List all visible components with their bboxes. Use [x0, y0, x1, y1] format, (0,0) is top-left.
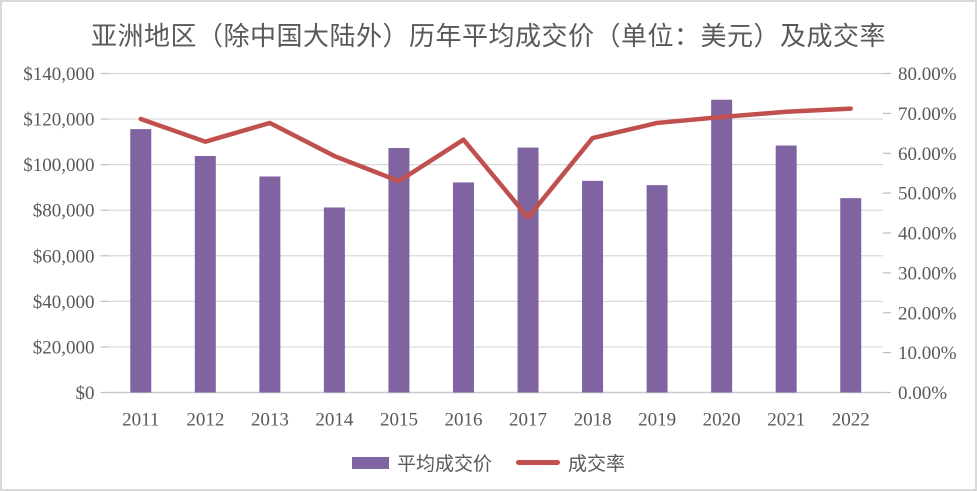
x-axis-label-2021: 2021	[767, 410, 805, 431]
bar-2017	[517, 147, 539, 393]
legend: 平均成交价 成交率	[2, 449, 975, 476]
left-axis-tick-label: $140,000	[23, 64, 94, 85]
right-axis-tick-label: 60.00%	[898, 144, 957, 165]
bar-2015	[388, 148, 410, 393]
bar-2011	[130, 129, 152, 393]
bar-2014	[323, 207, 345, 393]
x-axis-label-2013: 2013	[251, 410, 289, 431]
x-axis-label-2015: 2015	[380, 410, 418, 431]
bar-2016	[452, 182, 474, 393]
chart-title: 亚洲地区（除中国大陆外）历年平均成交价（单位：美元）及成交率	[90, 22, 886, 51]
legend-item-conversion-rate: 成交率	[516, 449, 625, 476]
legend-label-conversion-rate: 成交率	[568, 454, 626, 475]
right-axis-tick-label: 20.00%	[898, 303, 957, 324]
left-axis-tick-label: $80,000	[33, 201, 95, 222]
bar-2013	[259, 176, 281, 393]
bar-2012	[194, 155, 216, 393]
legend-label-average-price: 平均成交价	[396, 454, 492, 475]
x-axis-label-2022: 2022	[832, 410, 870, 431]
right-axis-tick-label: 80.00%	[898, 64, 957, 85]
left-axis-tick-label: $60,000	[33, 246, 95, 267]
x-axis-label-2016: 2016	[444, 410, 482, 431]
bar-2019	[646, 185, 668, 393]
left-axis-tick-label: $100,000	[23, 155, 94, 176]
left-axis-tick-label: $0	[76, 383, 95, 404]
x-axis-label-2020: 2020	[703, 410, 741, 431]
x-axis-label-2017: 2017	[509, 410, 547, 431]
right-axis-tick-label: 70.00%	[898, 104, 957, 125]
bar-2021	[775, 145, 797, 393]
bar-2022	[840, 198, 862, 393]
right-axis-tick-label: 10.00%	[898, 343, 957, 364]
conversion-rate-line	[138, 106, 853, 220]
x-axis-label-2018: 2018	[574, 410, 612, 431]
left-axis-tick-label: $120,000	[23, 110, 94, 131]
line-series-swatch-icon	[516, 460, 560, 465]
x-axis-label-2014: 2014	[315, 410, 354, 431]
left-axis-tick-label: $20,000	[33, 337, 95, 358]
right-axis-tick-label: 0.00%	[898, 383, 947, 404]
bar-2020	[711, 99, 733, 393]
x-axis-label-2011: 2011	[122, 410, 159, 431]
right-axis-tick-label: 40.00%	[898, 224, 957, 245]
x-axis-label-2012: 2012	[186, 410, 224, 431]
bar-series-swatch-icon	[351, 456, 389, 469]
legend-item-average-price: 平均成交价	[351, 449, 492, 476]
right-axis-tick-label: 30.00%	[898, 263, 957, 284]
x-axis-label-2019: 2019	[638, 410, 676, 431]
right-axis-tick-label: 50.00%	[898, 184, 957, 205]
bar-2018	[582, 180, 604, 393]
left-axis-tick-label: $40,000	[33, 292, 95, 313]
